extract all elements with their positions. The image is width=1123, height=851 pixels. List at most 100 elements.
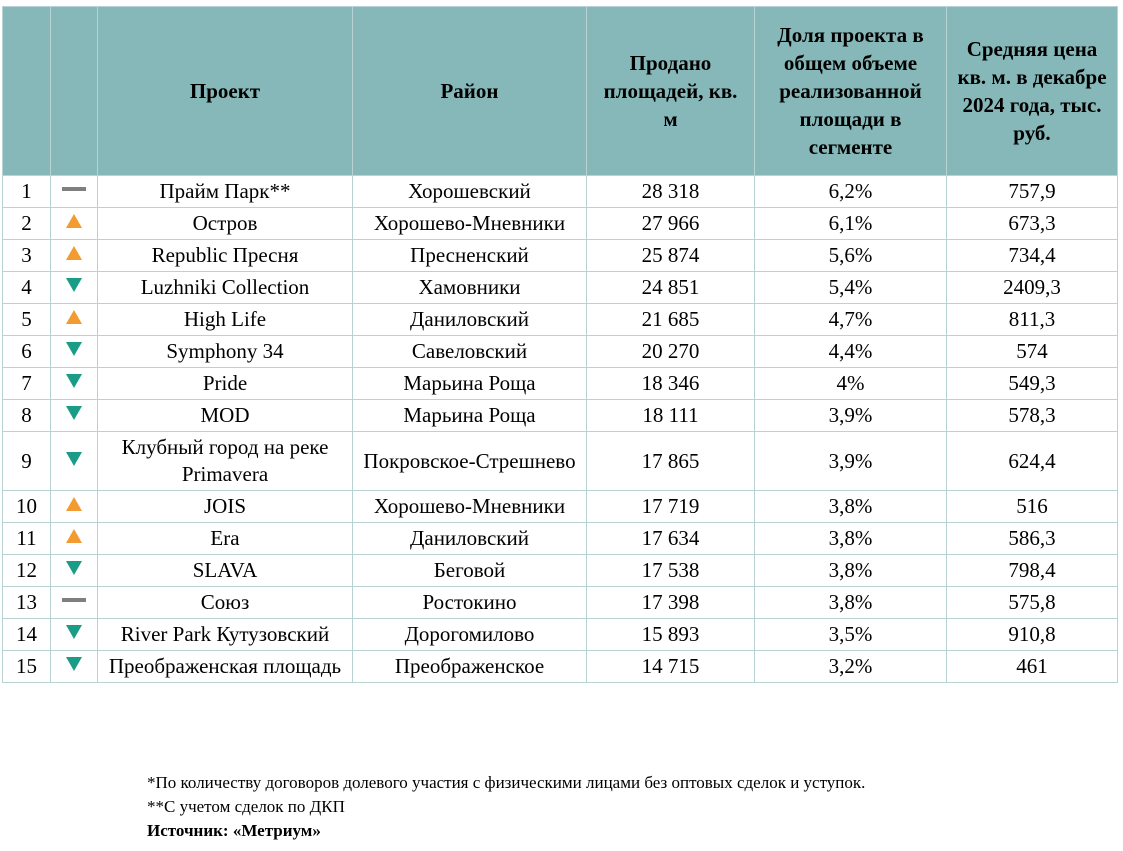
table-row: 8 MOD Марьина Роща 18 111 3,9% 578,3	[2, 399, 1118, 432]
trend-icon	[66, 374, 82, 388]
table-cell: Остров	[97, 207, 353, 240]
header-cell: Средняя цена кв. м. в декабре 2024 года,…	[946, 6, 1118, 176]
table-cell: Савеловский	[352, 335, 587, 368]
table-cell: 1	[2, 175, 51, 208]
table-cell: Хорошево-Мневники	[352, 207, 587, 240]
table-cell: 5,6%	[754, 239, 947, 272]
table-cell: 17 634	[586, 522, 755, 555]
trend-icon	[66, 278, 82, 292]
table-cell: 10	[2, 490, 51, 523]
trend-cell	[50, 303, 98, 336]
trend-cell	[50, 586, 98, 619]
table-cell: 17 865	[586, 431, 755, 491]
footnotes: *По количеству договоров долевого участи…	[147, 771, 865, 843]
trend-icon	[66, 342, 82, 356]
table-cell: Преображенская площадь	[97, 650, 353, 683]
table-cell: Даниловский	[352, 303, 587, 336]
table-cell: 2409,3	[946, 271, 1118, 304]
trend-icon	[66, 657, 82, 671]
table-cell: 798,4	[946, 554, 1118, 587]
trend-icon	[66, 451, 82, 466]
table-cell: Пресненский	[352, 239, 587, 272]
trend-cell	[50, 335, 98, 368]
table-cell: SLAVA	[97, 554, 353, 587]
table-cell: 3,8%	[754, 554, 947, 587]
trend-icon	[66, 529, 82, 543]
table-cell: 13	[2, 586, 51, 619]
table-cell: 586,3	[946, 522, 1118, 555]
table-cell: 14	[2, 618, 51, 651]
table-cell: 5	[2, 303, 51, 336]
table-cell: High Life	[97, 303, 353, 336]
table-cell: 574	[946, 335, 1118, 368]
trend-cell	[50, 175, 98, 208]
table-cell: 3,9%	[754, 399, 947, 432]
table-cell: 734,4	[946, 239, 1118, 272]
trend-cell	[50, 367, 98, 400]
table-cell: 6,2%	[754, 175, 947, 208]
table-cell: Хамовники	[352, 271, 587, 304]
table-cell: 575,8	[946, 586, 1118, 619]
table-cell: 11	[2, 522, 51, 555]
table-cell: Symphony 34	[97, 335, 353, 368]
table-cell: 3,5%	[754, 618, 947, 651]
table-cell: 549,3	[946, 367, 1118, 400]
table-cell: 673,3	[946, 207, 1118, 240]
table-cell: 17 538	[586, 554, 755, 587]
table-cell: 24 851	[586, 271, 755, 304]
trend-icon	[66, 310, 82, 324]
table-cell: 461	[946, 650, 1118, 683]
table-cell: 4%	[754, 367, 947, 400]
table-cell: 624,4	[946, 431, 1118, 491]
trend-cell	[50, 522, 98, 555]
table-cell: 6,1%	[754, 207, 947, 240]
table-cell: Союз	[97, 586, 353, 619]
table-cell: 7	[2, 367, 51, 400]
table-cell: 3,8%	[754, 522, 947, 555]
table-row: 2 Остров Хорошево-Мневники 27 966 6,1% 673,3	[2, 207, 1118, 240]
table-cell: Republic Пресня	[97, 239, 353, 272]
table-cell: Беговой	[352, 554, 587, 587]
header-cell: Продано площадей, кв. м	[586, 6, 755, 176]
table-cell: Дорогомилово	[352, 618, 587, 651]
table-row: 5 High Life Даниловский 21 685 4,7% 811,3	[2, 303, 1118, 336]
trend-icon	[66, 561, 82, 575]
rating-table: Проект Район Продано площадей, кв. м Доля п…	[2, 6, 1118, 683]
table-cell: 15 893	[586, 618, 755, 651]
trend-icon	[66, 406, 82, 420]
table-row: 9 Клубный город на реке Primavera Покровск…	[2, 431, 1118, 491]
table-cell: 5,4%	[754, 271, 947, 304]
table-cell: 516	[946, 490, 1118, 523]
header-row: Проект Район Продано площадей, кв. м Доля п…	[2, 6, 1118, 176]
table-cell: 14 715	[586, 650, 755, 683]
table-cell: 811,3	[946, 303, 1118, 336]
table-cell: 17 398	[586, 586, 755, 619]
table-cell: Era	[97, 522, 353, 555]
table-cell: 12	[2, 554, 51, 587]
trend-icon	[66, 246, 82, 260]
table-cell: Luzhniki Collection	[97, 271, 353, 304]
table-row: 4 Luzhniki Collection Хамовники 24 851 5,4% 2…	[2, 271, 1118, 304]
table-row: 6 Symphony 34 Савеловский 20 270 4,4% 574	[2, 335, 1118, 368]
header-cell: Доля проекта в общем объеме реализованно…	[754, 6, 947, 176]
table-cell: 25 874	[586, 239, 755, 272]
table-cell: Даниловский	[352, 522, 587, 555]
trend-cell	[50, 490, 98, 523]
trend-cell	[50, 554, 98, 587]
table-cell: Pride	[97, 367, 353, 400]
table-cell: 18 111	[586, 399, 755, 432]
table-cell: 3,2%	[754, 650, 947, 683]
table-cell: Марьина Роща	[352, 367, 587, 400]
trend-cell	[50, 618, 98, 651]
table-cell: 28 318	[586, 175, 755, 208]
trend-cell	[50, 399, 98, 432]
header-cell	[50, 6, 98, 176]
table-cell: MOD	[97, 399, 353, 432]
table-cell: 4,7%	[754, 303, 947, 336]
table-cell: 20 270	[586, 335, 755, 368]
table-cell: Покровское-Стрешнево	[352, 431, 587, 491]
trend-icon	[66, 497, 82, 511]
footnote: Источник: «Метриум»	[147, 821, 321, 840]
table-cell: 3,8%	[754, 490, 947, 523]
